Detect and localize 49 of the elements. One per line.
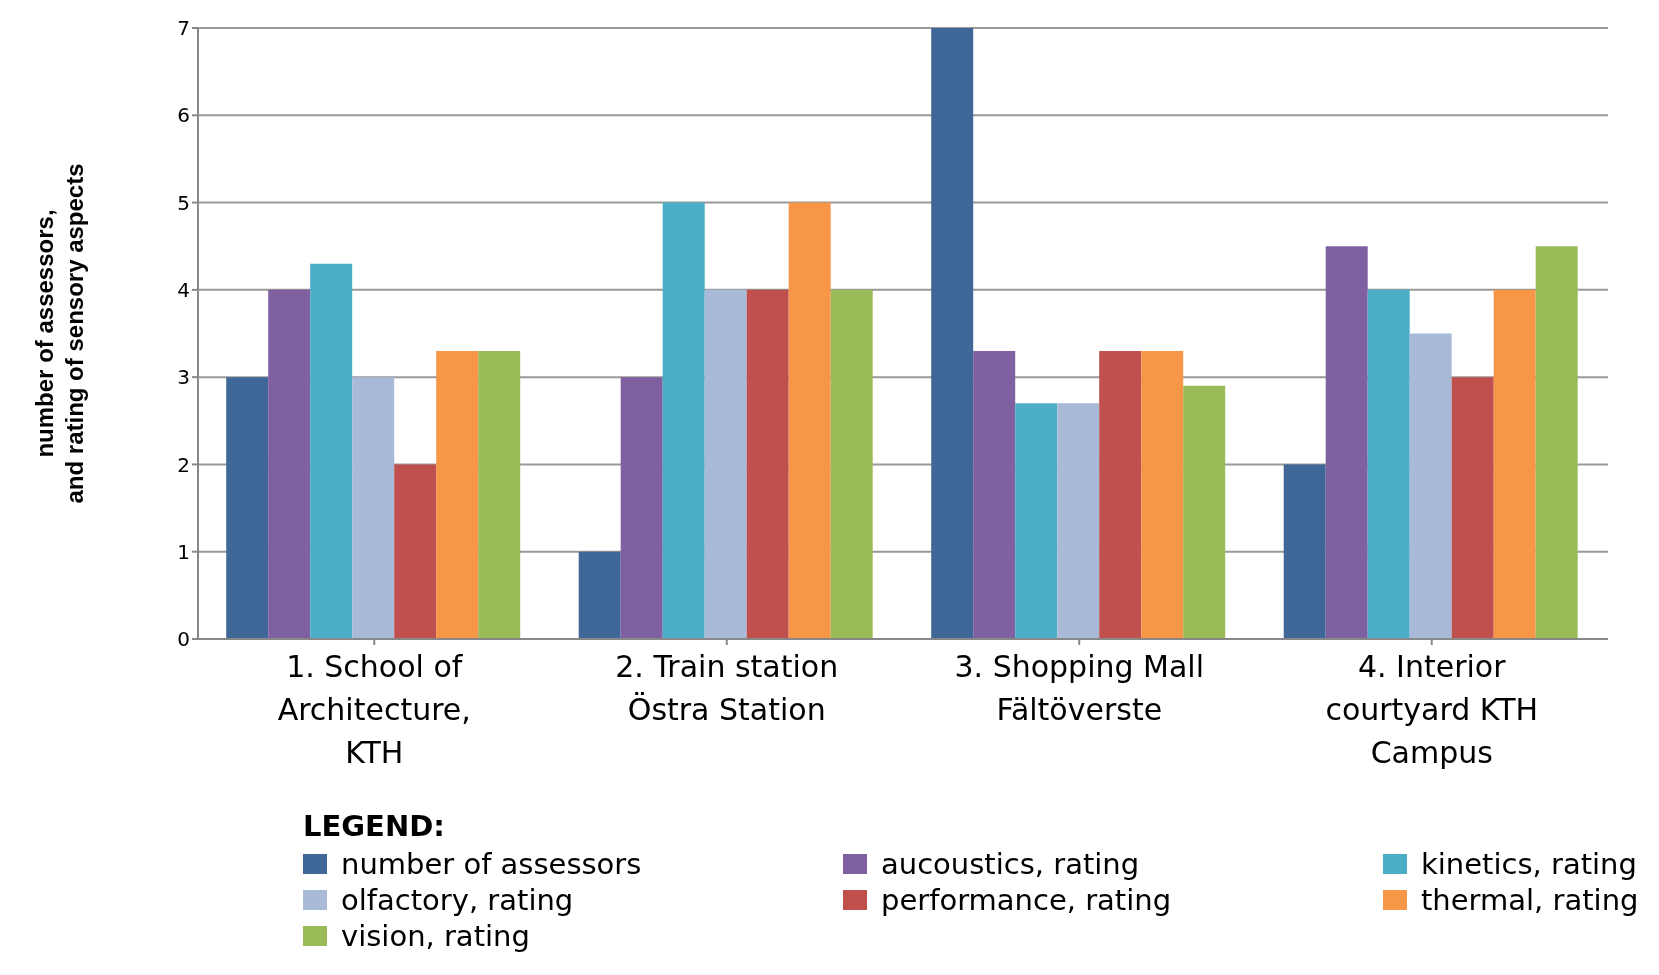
bar — [1183, 385, 1226, 639]
y-axis-title: number of assessors, and rating of sensory aspects — [31, 163, 88, 504]
bar — [226, 377, 269, 639]
bar — [788, 202, 831, 639]
legend-label: number of assessors — [341, 847, 642, 881]
y-tick-label: 0 — [177, 627, 190, 652]
legend-label: thermal, rating — [1421, 883, 1639, 917]
legend-label: aucoustics, rating — [881, 847, 1140, 881]
bar — [1493, 289, 1536, 639]
legend-title: LEGEND: — [303, 809, 446, 843]
x-tick-label: 3. Shopping Mall Fältöverste — [954, 649, 1205, 727]
y-tick-label: 4 — [177, 277, 190, 302]
bar — [830, 289, 873, 639]
bar — [973, 350, 1016, 639]
bar — [1451, 377, 1494, 639]
y-tick-label: 6 — [177, 103, 190, 128]
bar — [352, 377, 395, 639]
bar — [931, 28, 974, 639]
bar — [268, 289, 311, 639]
bar — [310, 263, 353, 639]
y-tick-label: 1 — [177, 539, 190, 564]
bar — [1325, 246, 1368, 639]
bar — [1141, 350, 1184, 639]
y-tick-label: 5 — [177, 190, 190, 215]
bar — [1057, 403, 1100, 639]
bar — [1535, 246, 1578, 639]
x-tick-label: 4. Interior courtyard KTH Campus — [1325, 649, 1539, 770]
legend-label: olfactory, rating — [341, 883, 574, 917]
bar — [478, 350, 521, 639]
bar — [620, 377, 663, 639]
x-tick-label: 1. School of Architecture, KTH — [277, 649, 471, 770]
bar — [1409, 333, 1452, 639]
legend-label: performance, rating — [881, 883, 1172, 917]
bar — [662, 202, 705, 639]
bar — [1015, 403, 1058, 639]
bar — [1367, 289, 1410, 639]
bar — [578, 551, 621, 639]
bar — [394, 464, 437, 639]
bar — [704, 289, 747, 639]
bar — [1283, 464, 1326, 639]
bar — [1099, 350, 1142, 639]
legend-label: kinetics, rating — [1421, 847, 1637, 881]
legend-label: vision, rating — [341, 919, 530, 953]
y-tick-label: 7 — [177, 16, 190, 41]
bar — [746, 289, 789, 639]
y-tick-label: 2 — [177, 452, 190, 477]
y-tick-label: 3 — [177, 365, 190, 390]
x-tick-label: 2. Train station Östra Station — [615, 649, 839, 727]
bar — [436, 350, 479, 639]
